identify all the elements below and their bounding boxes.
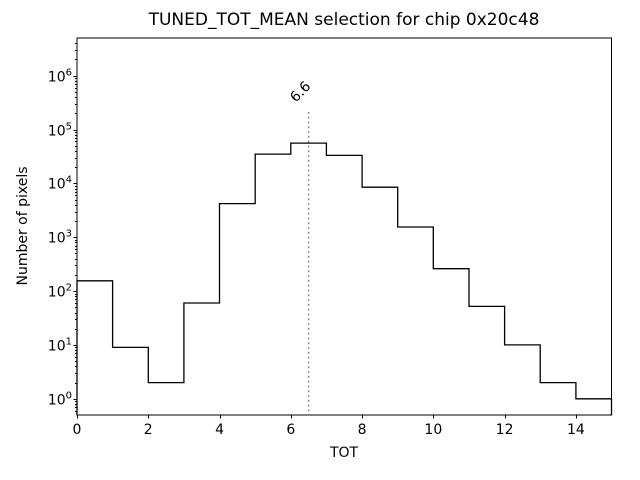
x-tick-label: 2 — [144, 422, 153, 438]
x-tick-label: 0 — [73, 422, 82, 438]
y-tick-label: 105 — [48, 122, 72, 140]
y-tick-label: 106 — [48, 68, 72, 86]
x-tick-label: 8 — [358, 422, 367, 438]
x-axis-label: TOT — [329, 445, 359, 461]
plot-border — [76, 37, 612, 416]
y-tick-label: 102 — [48, 283, 72, 301]
histogram-step-line — [76, 142, 613, 416]
x-tick-label: 12 — [496, 422, 514, 438]
y-axis-major-ticks — [73, 76, 77, 400]
x-axis-ticks — [77, 415, 577, 419]
y-tick-label: 104 — [48, 175, 72, 193]
y-axis-tick-labels: 100 101 102 103 104 105 106 — [48, 68, 72, 409]
x-tick-label: 6 — [286, 422, 295, 438]
x-axis-tick-labels: 0 2 4 6 8 10 12 14 — [73, 422, 585, 438]
y-tick-label: 100 — [48, 391, 72, 409]
y-tick-label: 101 — [48, 337, 72, 355]
threshold-label: 6.6 — [287, 79, 314, 106]
chart-title: TUNED_TOT_MEAN selection for chip 0x20c4… — [148, 10, 540, 30]
x-tick-label: 10 — [424, 422, 442, 438]
y-axis-label: Number of pixels — [15, 166, 31, 285]
x-tick-label: 14 — [567, 422, 585, 438]
y-tick-label: 103 — [48, 229, 72, 247]
x-tick-label: 4 — [215, 422, 224, 438]
